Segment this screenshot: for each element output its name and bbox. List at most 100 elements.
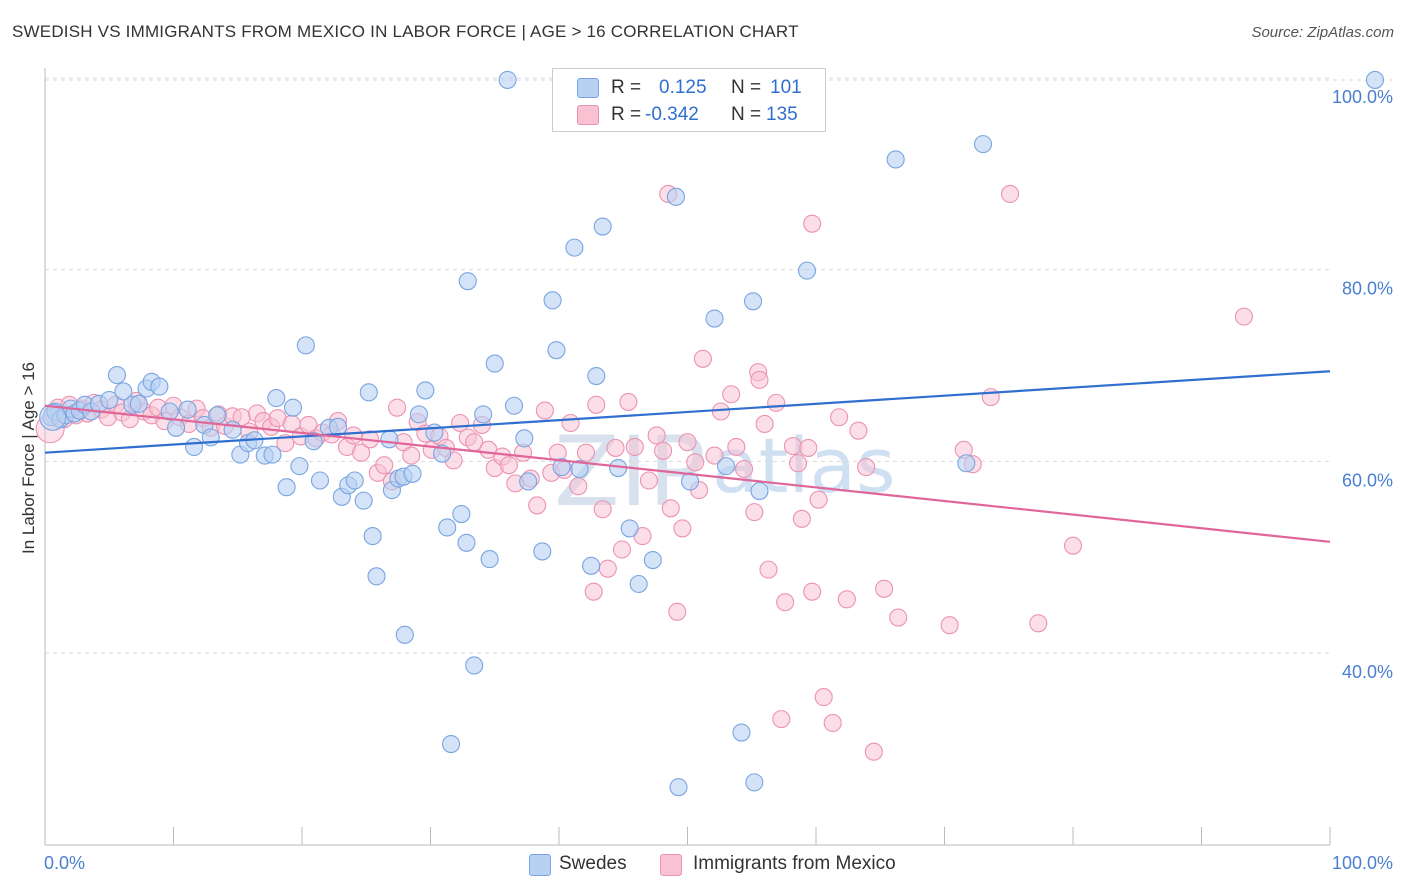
point-swedes (100, 390, 119, 410)
legend-swatch-swedes (577, 78, 599, 98)
point-swedes (1365, 70, 1385, 89)
point-swedes (973, 135, 993, 154)
point-mexico (1234, 307, 1253, 326)
source-credit: Source: ZipAtlas.com (1251, 24, 1394, 41)
point-swedes (354, 491, 373, 510)
legend-r-value: 0.125 (659, 77, 707, 98)
point-mexico (803, 582, 822, 601)
point-mexico (654, 441, 673, 460)
point-swedes (886, 150, 905, 169)
point-swedes (367, 567, 386, 586)
bottom-legend-swatch-mexico (660, 854, 682, 876)
point-mexico (693, 349, 712, 368)
point-swedes (416, 381, 435, 400)
point-swedes (643, 550, 662, 570)
point-swedes (458, 272, 477, 291)
point-mexico (612, 540, 632, 559)
point-mexico (569, 477, 588, 496)
point-swedes (150, 377, 169, 396)
point-swedes (582, 556, 601, 575)
point-swedes (310, 471, 330, 490)
trend-lines (44, 370, 1331, 543)
point-swedes (403, 464, 422, 483)
point-mexico (792, 509, 811, 528)
point-mexico (783, 436, 802, 456)
point-swedes (359, 383, 378, 402)
point-mexico (750, 370, 769, 389)
point-mexico (776, 593, 795, 612)
point-swedes (593, 217, 612, 236)
point-swedes (223, 420, 242, 439)
bottom-legend-label-mexico: Immigrants from Mexico (693, 853, 896, 874)
point-swedes (395, 625, 414, 644)
point-swedes (587, 366, 606, 386)
y-tick-label: 80.0% (1342, 279, 1393, 299)
axes: In Labor Force | Age > 16 0.0% 100.0% 40… (19, 68, 1393, 873)
legend-r-label: R = (611, 77, 642, 98)
point-swedes (570, 459, 589, 479)
point-swedes (519, 472, 538, 491)
point-swedes (345, 471, 364, 490)
point-mexico (661, 499, 680, 518)
bottom-legend-swatch-swedes (529, 854, 551, 876)
point-swedes (533, 542, 552, 561)
point-mexico (598, 559, 617, 578)
point-swedes (409, 405, 428, 424)
legend-row-swedes: R = 0.125 N = 101 (553, 74, 825, 100)
legend-n-label: N = (731, 77, 762, 98)
point-swedes (208, 406, 227, 425)
point-mexico (576, 443, 596, 462)
point-swedes (129, 394, 148, 413)
point-mexico (1000, 184, 1020, 204)
point-mexico (528, 496, 547, 515)
point-mexico (981, 388, 1000, 407)
point-mexico (668, 602, 687, 621)
point-swedes (114, 382, 133, 401)
point-swedes (750, 481, 769, 501)
point-swedes (620, 519, 639, 538)
point-mexico (857, 458, 876, 477)
legend-n-label: N = (731, 104, 762, 125)
point-swedes (296, 336, 315, 355)
point-swedes (745, 773, 764, 792)
point-swedes (363, 527, 382, 546)
legend-r-value: -0.342 (645, 104, 699, 125)
point-swedes (705, 309, 724, 328)
point-mexico (1063, 536, 1083, 555)
point-mexico (889, 608, 908, 627)
point-mexico (686, 453, 705, 472)
point-mexico (375, 456, 394, 475)
chart-title: SWEDISH VS IMMIGRANTS FROM MEXICO IN LAB… (12, 22, 799, 41)
point-swedes-cluster (39, 403, 67, 431)
point-mexico (625, 437, 644, 457)
point-mexico (788, 454, 808, 473)
point-swedes (277, 478, 296, 497)
point-mexico (639, 471, 659, 490)
point-mexico (875, 579, 894, 598)
point-mexico (352, 443, 371, 462)
point-mexico (606, 438, 625, 457)
point-swedes (498, 70, 517, 89)
point-swedes (167, 418, 186, 437)
point-mexico (734, 459, 754, 479)
x-tick-label-max: 100.0% (1332, 853, 1393, 873)
y-tick-label: 60.0% (1342, 470, 1393, 490)
point-swedes (185, 437, 204, 457)
point-swedes (716, 457, 736, 476)
series-immigrants-from-mexico (35, 184, 1253, 761)
point-swedes (474, 405, 493, 424)
point-swedes (504, 396, 524, 415)
point-mexico (711, 402, 730, 421)
point-mexico (803, 214, 822, 233)
point-mexico (755, 414, 774, 434)
point-swedes (267, 389, 286, 408)
point-mexico (678, 433, 697, 452)
point-swedes (433, 444, 452, 463)
y-tick-label: 100.0% (1332, 87, 1393, 107)
point-swedes (480, 550, 499, 569)
legend-n-value: 135 (766, 104, 798, 125)
point-swedes (797, 261, 817, 280)
point-swedes (442, 734, 461, 754)
point-mexico (830, 408, 849, 427)
